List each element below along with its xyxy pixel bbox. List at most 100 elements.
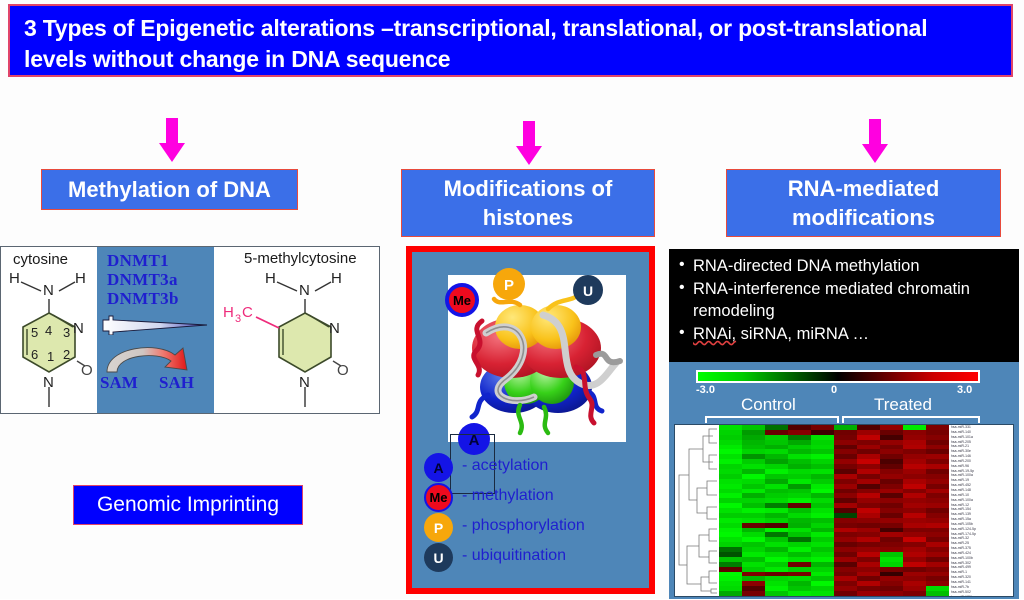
heatmap-cell [926,449,949,455]
heatmap-cell [880,522,903,528]
svg-text:H: H [331,270,342,287]
svg-text:2: 2 [63,347,70,362]
heatmap-cell [834,444,857,450]
heatmap-cell [880,517,903,523]
gene-label: hsa-miR-499 [951,565,971,570]
heatmap-cell [719,483,742,489]
gene-label: hsa-miR-12 [951,502,970,507]
heatmap-cell [719,468,742,474]
colorbar-tick-mid: 0 [831,384,838,396]
heatmap-cell [742,459,765,465]
heatmap-cell [765,483,788,489]
heatmap-row [719,532,949,538]
heatmap-cell [788,429,811,435]
heatmap-cell [926,586,949,592]
gene-label: hsa-miR-139 [951,512,971,517]
heatmap-cell [719,522,742,528]
heatmap-cell [811,542,834,548]
heatmap-cell [880,566,903,572]
svg-text:4: 4 [45,323,52,338]
heatmap-cell [834,591,857,596]
heatmap-cell [742,527,765,533]
heatmap-cell [788,488,811,494]
heatmap-cell [903,444,926,450]
heatmap-cell [926,444,949,450]
heatmap-cell [742,468,765,474]
heatmap-cell [719,512,742,518]
heatmap-cell [857,444,880,450]
histone-modification-panel: Me P U A A - acetylation Me - methylatio… [406,246,655,594]
acetylation-chip-icon: A [424,453,453,482]
heatmap-cell [742,537,765,543]
heatmap-cell [742,439,765,445]
heatmap-cell [926,459,949,465]
heatmap-cell [857,498,880,504]
heatmap-cell [857,429,880,435]
heatmap-cell [788,503,811,509]
heatmap-cell [742,473,765,479]
heatmap-cell [811,566,834,572]
heatmap-cell [788,576,811,582]
heatmap-row [719,493,949,499]
heatmap-cell [765,586,788,592]
heatmap-cell [903,459,926,465]
gene-label: hsa-miR-15a [951,517,971,522]
heatmap-cell [857,556,880,562]
heatmap-cell [765,512,788,518]
heatmap-cell [788,561,811,567]
heatmap-cell [834,439,857,445]
heatmap-cell [857,561,880,567]
cytosine-structure: H N H 4 5 6 1 2 3 N N O [9,270,93,407]
heatmap-cell [880,488,903,494]
gene-label: hsa-miR-320 [951,575,971,580]
heatmap-plot-area: hsa-miR-331 hsa-miR-140 hsa-miR-101a hsa-mi… [674,424,1014,597]
heatmap-row [719,561,949,567]
heatmap-cell [834,459,857,465]
heatmap-cell [880,581,903,587]
heatmap-cell [834,483,857,489]
expression-heatmap-figure: -3.0 0 3.0 Control Treated [669,362,1019,599]
heatmap-cell [811,586,834,592]
heatmap-cell [719,566,742,572]
heatmap-cell [880,556,903,562]
heatmap-cell [811,591,834,596]
heatmap-cell [811,488,834,494]
heatmap-cell [903,508,926,513]
dna-methylation-diagram: cytosine 5-methylcytosine DNMT1 DNMT3a D… [0,246,380,414]
legend-row-ubiquitination: U - ubiquitination [418,543,653,573]
heatmap-cell [834,473,857,479]
heatmap-cell [788,454,811,460]
heatmap-cell [811,464,834,469]
heatmap-cell [742,483,765,489]
heatmap-cell [765,473,788,479]
heatmap-cell [742,429,765,435]
heatmap-cell [765,571,788,577]
heatmap-cell [765,444,788,450]
heatmap-row [719,488,949,494]
gene-label: hsa-miR-452 [951,483,971,488]
heatmap-cell [719,464,742,469]
heatmap-cell [788,508,811,513]
heatmap-cell [857,488,880,494]
reaction-arrow-icon [102,315,208,335]
arrow-head [862,144,888,163]
5-methylcytosine-structure: H N H H 3 C N N O [223,270,349,407]
heatmap-cell [880,552,903,557]
heatmap-cell [926,493,949,499]
heatmap-cell [811,532,834,538]
arrow-shaft [523,121,535,148]
heatmap-cell [926,508,949,513]
heatmap-cell [788,459,811,465]
gene-label: hsa-miR-32 [951,536,970,541]
heatmap-cell [742,522,765,528]
heatmap-cell [742,508,765,513]
heatmap-cell [788,517,811,523]
section-header-modifications-of-histones: Modifications of histones [401,169,655,237]
heatmap-cell [765,464,788,469]
gene-label: hsa-miR-375 [951,546,971,551]
heatmap-cell [765,498,788,504]
heatmap-cell [765,581,788,587]
heatmap-cell [834,576,857,582]
heatmap-cell [811,522,834,528]
heatmap-cell [857,508,880,513]
